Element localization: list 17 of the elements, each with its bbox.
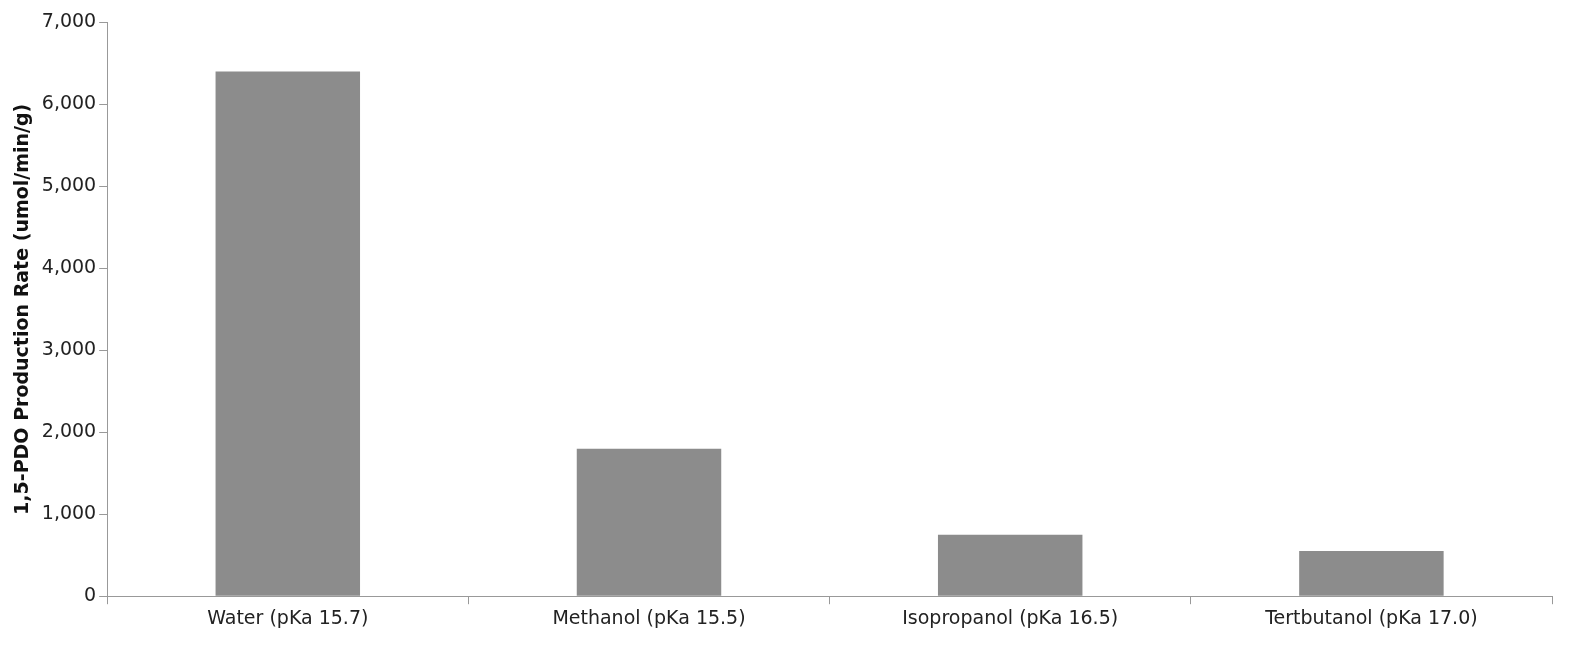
bar (1299, 551, 1444, 596)
y-tick-label: 5,000 (41, 173, 97, 196)
bar (937, 534, 1083, 596)
y-tick-label: 4,000 (41, 255, 97, 278)
y-tick-label: 0 (84, 583, 97, 606)
y-tick-label: 1,000 (41, 501, 97, 524)
x-tick-label: Water (pKa 15.7) (207, 605, 369, 628)
bar (576, 448, 722, 596)
x-tick-label: Isopropanol (pKa 16.5) (902, 605, 1119, 628)
y-tick-label: 6,000 (41, 91, 97, 114)
y-tick-label: 7,000 (41, 9, 97, 32)
y-tick-label: 2,000 (41, 419, 97, 442)
x-tick-label: Tertbutanol (pKa 17.0) (1264, 605, 1478, 628)
y-tick-label: 3,000 (41, 337, 97, 360)
x-tick-label: Methanol (pKa 15.5) (552, 605, 746, 628)
bar (215, 71, 361, 596)
y-axis-title: 1,5-PDO Production Rate (umol/min/g) (10, 103, 33, 515)
